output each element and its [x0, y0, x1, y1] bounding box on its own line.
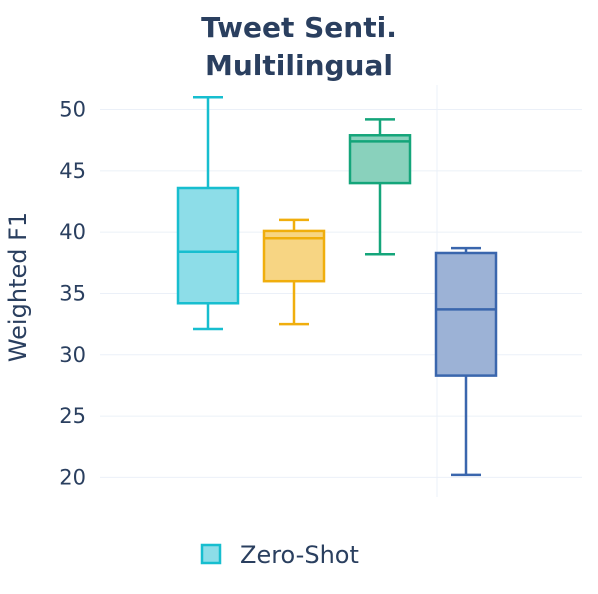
box-3	[348, 118, 412, 256]
y-tick-label-40: 40	[59, 220, 86, 244]
y-axis-title: Weighted F1	[4, 212, 32, 362]
gridlines	[100, 85, 582, 497]
box-4	[434, 246, 498, 477]
legend-item-1: Zero-Shot	[200, 541, 359, 569]
iqr-box	[348, 134, 412, 185]
legend-swatch	[200, 543, 222, 565]
y-tick-label-30: 30	[59, 343, 86, 367]
box-series	[176, 96, 498, 477]
y-tick-label-45: 45	[59, 159, 86, 183]
chart-title-line-2: Multilingual	[205, 49, 393, 82]
box-2	[262, 218, 326, 326]
iqr-box	[434, 251, 498, 377]
legend: Zero-Shot	[200, 541, 359, 569]
iqr-box	[176, 186, 240, 305]
y-tick-labels: 20 25 30 35 40 45 50	[59, 98, 86, 490]
y-tick-label-35: 35	[59, 281, 86, 305]
y-tick-label-50: 50	[59, 98, 86, 122]
y-tick-label-25: 25	[59, 404, 86, 428]
legend-label: Zero-Shot	[240, 541, 359, 569]
box-1	[176, 96, 240, 331]
y-tick-label-20: 20	[59, 465, 86, 489]
chart-title-line-1: Tweet Senti.	[201, 11, 397, 44]
